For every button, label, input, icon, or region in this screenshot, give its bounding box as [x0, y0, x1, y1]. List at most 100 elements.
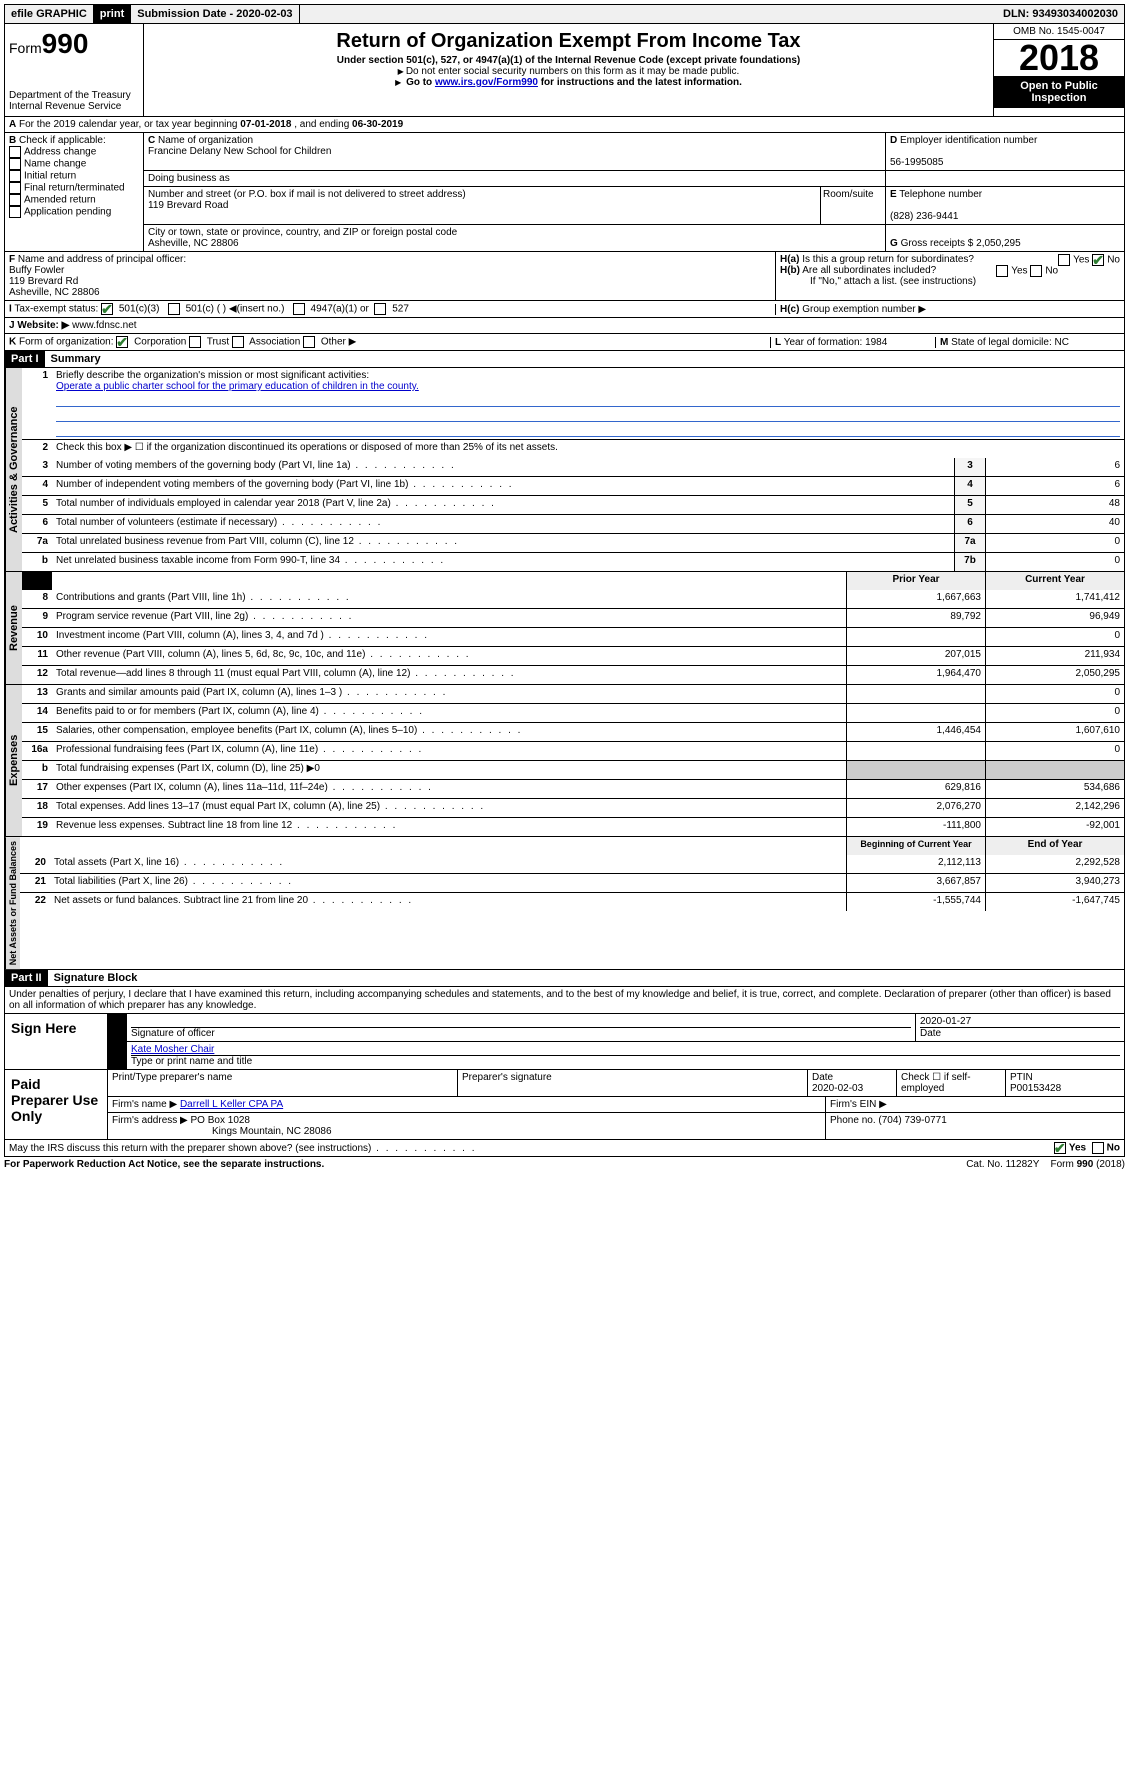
print-button[interactable]: print	[94, 5, 131, 23]
city-value: Asheville, NC 28806	[148, 238, 239, 249]
ein-value: 56-1995085	[890, 157, 943, 168]
table-row: 19 Revenue less expenses. Subtract line …	[22, 817, 1124, 836]
chk-discuss-no[interactable]	[1092, 1142, 1104, 1154]
efile-label: efile GRAPHIC	[5, 5, 94, 23]
dba-block: Doing business as	[144, 171, 885, 186]
row-i-tax-exempt: I Tax-exempt status: 501(c)(3) 501(c) ( …	[4, 301, 1125, 318]
table-row: 9 Program service revenue (Part VIII, li…	[22, 608, 1124, 627]
principal-officer: F Name and address of principal officer:…	[5, 252, 776, 300]
chk-amended[interactable]	[9, 194, 21, 206]
chk-527[interactable]	[374, 303, 386, 315]
chk-ha-no[interactable]	[1092, 254, 1104, 266]
table-row: 10 Investment income (Part VIII, column …	[22, 627, 1124, 646]
chk-hb-no[interactable]	[1030, 265, 1042, 277]
dept-treasury: Department of the Treasury Internal Reve…	[9, 90, 139, 112]
chk-ha-yes[interactable]	[1058, 254, 1070, 266]
header-block-bcdeg: B Check if applicable: Address change Na…	[4, 133, 1125, 252]
tax-year: 2018	[994, 40, 1124, 76]
street-value: 119 Brevard Road	[148, 200, 228, 211]
table-row: b Net unrelated business taxable income …	[22, 552, 1124, 571]
table-row: 4 Number of independent voting members o…	[22, 476, 1124, 495]
section-h: H(a) Is this a group return for subordin…	[776, 252, 1124, 300]
chk-name-change[interactable]	[9, 158, 21, 170]
gross-receipts: G Gross receipts $ 2,050,295	[885, 225, 1124, 251]
form-header: Form990 Department of the Treasury Inter…	[4, 24, 1125, 117]
netassets-section: Net Assets or Fund Balances Beginning of…	[4, 837, 1125, 970]
table-row: 6 Total number of volunteers (estimate i…	[22, 514, 1124, 533]
ein-block: D Employer identification number 56-1995…	[885, 133, 1124, 170]
chk-initial-return[interactable]	[9, 170, 21, 182]
telephone-value: (828) 236-9441	[890, 211, 958, 222]
part2-header: Part II Signature Block	[4, 970, 1125, 987]
form-number: Form990	[9, 28, 139, 60]
top-bar: efile GRAPHIC print Submission Date - 20…	[4, 4, 1125, 24]
subtitle-2: Do not enter social security numbers on …	[148, 66, 989, 77]
expenses-section: Expenses 13 Grants and similar amounts p…	[4, 685, 1125, 837]
subtitle-1: Under section 501(c), 527, or 4947(a)(1)…	[148, 55, 989, 66]
part1-body: Activities & Governance 1 Briefly descri…	[4, 368, 1125, 572]
table-row: 21 Total liabilities (Part X, line 26) 3…	[20, 873, 1124, 892]
officer-name-link[interactable]: Kate Mosher Chair	[131, 1044, 214, 1055]
mission-text[interactable]: Operate a public charter school for the …	[56, 381, 419, 392]
chk-hb-yes[interactable]	[996, 265, 1008, 277]
sign-here-label: Sign Here	[5, 1014, 108, 1069]
row-klm: K Form of organization: Corporation Trus…	[4, 334, 1125, 351]
discuss-row: May the IRS discuss this return with the…	[4, 1140, 1125, 1157]
form-title: Return of Organization Exempt From Incom…	[148, 30, 989, 53]
chk-501c3[interactable]	[101, 303, 113, 315]
table-row: 17 Other expenses (Part IX, column (A), …	[22, 779, 1124, 798]
section-b-checkboxes: B Check if applicable: Address change Na…	[5, 133, 144, 251]
table-row: 16a Professional fundraising fees (Part …	[22, 741, 1124, 760]
org-name-block: C Name of organization Francine Delany N…	[144, 133, 885, 170]
table-row: 11 Other revenue (Part VIII, column (A),…	[22, 646, 1124, 665]
org-name: Francine Delany New School for Children	[148, 146, 331, 157]
tab-revenue: Revenue	[5, 572, 22, 684]
table-row: 14 Benefits paid to or for members (Part…	[22, 703, 1124, 722]
chk-app-pending[interactable]	[9, 206, 21, 218]
chk-corp[interactable]	[116, 336, 128, 348]
perjury-statement: Under penalties of perjury, I declare th…	[4, 987, 1125, 1014]
subtitle-3: Go to www.irs.gov/Form990 for instructio…	[148, 77, 989, 88]
tab-expenses: Expenses	[5, 685, 22, 836]
submission-date: Submission Date - 2020-02-03	[131, 5, 299, 23]
tab-netassets: Net Assets or Fund Balances	[5, 837, 20, 969]
section-a-tax-year: A For the 2019 calendar year, or tax yea…	[4, 117, 1125, 133]
table-row: 5 Total number of individuals employed i…	[22, 495, 1124, 514]
table-row: 13 Grants and similar amounts paid (Part…	[22, 685, 1124, 703]
chk-trust[interactable]	[189, 336, 201, 348]
irs-link[interactable]: www.irs.gov/Form990	[435, 77, 538, 88]
firm-name-link[interactable]: Darrell L Keller CPA PA	[180, 1099, 283, 1110]
chk-4947[interactable]	[293, 303, 305, 315]
chk-final-return[interactable]	[9, 182, 21, 194]
chk-other[interactable]	[303, 336, 315, 348]
tab-governance: Activities & Governance	[5, 368, 22, 571]
table-row: 8 Contributions and grants (Part VIII, l…	[22, 590, 1124, 608]
table-row: 15 Salaries, other compensation, employe…	[22, 722, 1124, 741]
telephone-block: E Telephone number (828) 236-9441	[885, 187, 1124, 224]
row-f-h: F Name and address of principal officer:…	[4, 252, 1125, 301]
page-footer: For Paperwork Reduction Act Notice, see …	[4, 1157, 1125, 1172]
sign-here-block: Sign Here Signature of officer 2020-01-2…	[4, 1014, 1125, 1070]
table-row: 12 Total revenue—add lines 8 through 11 …	[22, 665, 1124, 684]
table-row: 3 Number of voting members of the govern…	[22, 458, 1124, 476]
city-block: City or town, state or province, country…	[144, 225, 885, 251]
table-row: 7a Total unrelated business revenue from…	[22, 533, 1124, 552]
table-row: 22 Net assets or fund balances. Subtract…	[20, 892, 1124, 911]
part1-header: Part I Summary	[4, 351, 1125, 368]
table-row: 20 Total assets (Part X, line 16) 2,112,…	[20, 855, 1124, 873]
table-row: b Total fundraising expenses (Part IX, c…	[22, 760, 1124, 779]
paid-preparer-block: Paid Preparer Use Only Print/Type prepar…	[4, 1070, 1125, 1140]
revenue-section: Revenue b Prior Year Current Year 8 Cont…	[4, 572, 1125, 685]
open-public-badge: Open to Public Inspection	[994, 76, 1124, 108]
chk-discuss-yes[interactable]	[1054, 1142, 1066, 1154]
chk-address-change[interactable]	[9, 146, 21, 158]
chk-assoc[interactable]	[232, 336, 244, 348]
street-block: Number and street (or P.O. box if mail i…	[144, 187, 820, 224]
row-j-website: J Website: ▶ www.fdnsc.net	[4, 318, 1125, 334]
chk-501c[interactable]	[168, 303, 180, 315]
paid-preparer-label: Paid Preparer Use Only	[5, 1070, 108, 1139]
room-suite: Room/suite	[820, 187, 885, 224]
table-row: 18 Total expenses. Add lines 13–17 (must…	[22, 798, 1124, 817]
website-value: www.fdnsc.net	[72, 320, 136, 331]
dln: DLN: 93493034002030	[997, 5, 1124, 23]
